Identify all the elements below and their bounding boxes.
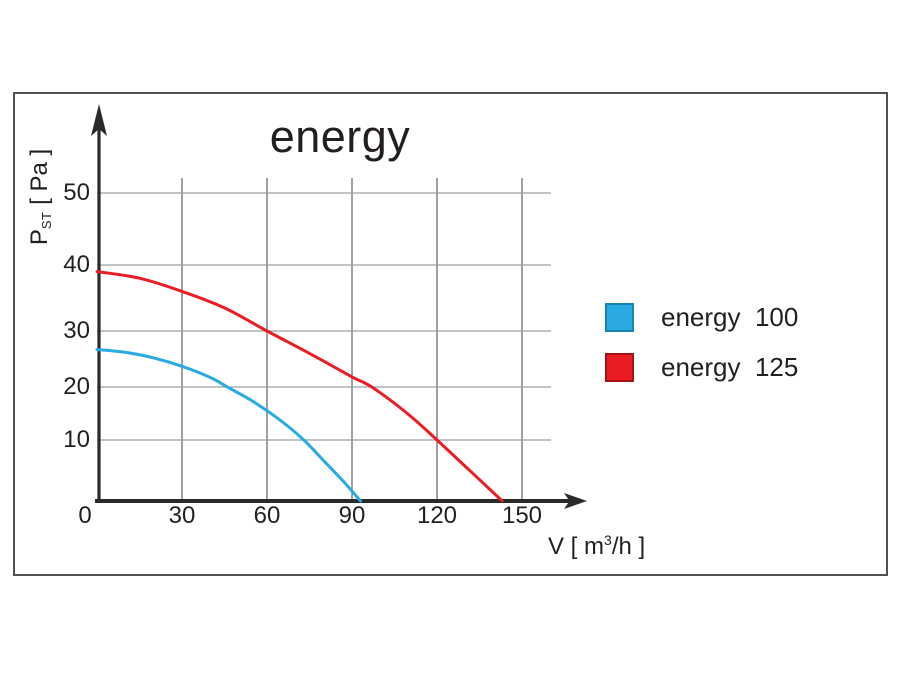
legend-item-energy-100: energy 100	[605, 303, 798, 332]
x-tick-label-0: 0	[78, 502, 92, 529]
y-axis-label-pre: P	[26, 229, 53, 246]
x-tick-label-150: 150	[501, 502, 543, 529]
y-tick-label-40: 40	[63, 251, 90, 278]
legend-swatch-energy-125	[605, 353, 634, 382]
legend: energy 100 energy 125	[605, 303, 798, 403]
y-axis-label-subscript: ST	[39, 211, 54, 230]
x-axis-label-pre: V [ m	[548, 533, 605, 560]
legend-swatch-energy-100	[605, 303, 634, 332]
legend-item-energy-125: energy 125	[605, 353, 798, 382]
y-tick-label-20: 20	[63, 373, 90, 400]
x-tick-label-120: 120	[416, 502, 458, 529]
y-tick-label-50: 50	[63, 179, 90, 206]
legend-label-energy-100: energy 100	[661, 302, 799, 332]
x-axis-label: V [ m3/h ]	[548, 525, 645, 562]
x-axis-label-post: /h ]	[611, 533, 646, 560]
x-axis-label-superscript: 3	[604, 532, 612, 548]
x-tick-label-90: 90	[338, 502, 366, 529]
legend-label-energy-125: energy 125	[661, 352, 799, 382]
y-tick-label-30: 30	[63, 317, 90, 344]
y-tick-label-10: 10	[63, 426, 90, 453]
x-tick-label-30: 30	[168, 502, 196, 529]
x-tick-label-60: 60	[253, 502, 281, 529]
chart-title: energy	[269, 111, 411, 162]
